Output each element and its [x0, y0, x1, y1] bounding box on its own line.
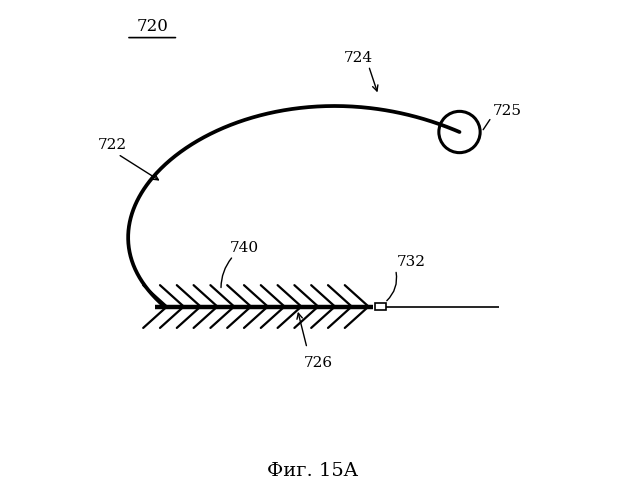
Text: Фиг. 15A: Фиг. 15A	[266, 462, 358, 480]
Text: 725: 725	[493, 104, 522, 118]
Bar	[375, 304, 386, 310]
Text: 724: 724	[344, 51, 373, 65]
Text: 722: 722	[98, 138, 127, 152]
Text: 740: 740	[230, 241, 258, 255]
Text: 726: 726	[304, 356, 333, 370]
Text: 720: 720	[136, 18, 168, 35]
Text: 732: 732	[397, 254, 426, 268]
